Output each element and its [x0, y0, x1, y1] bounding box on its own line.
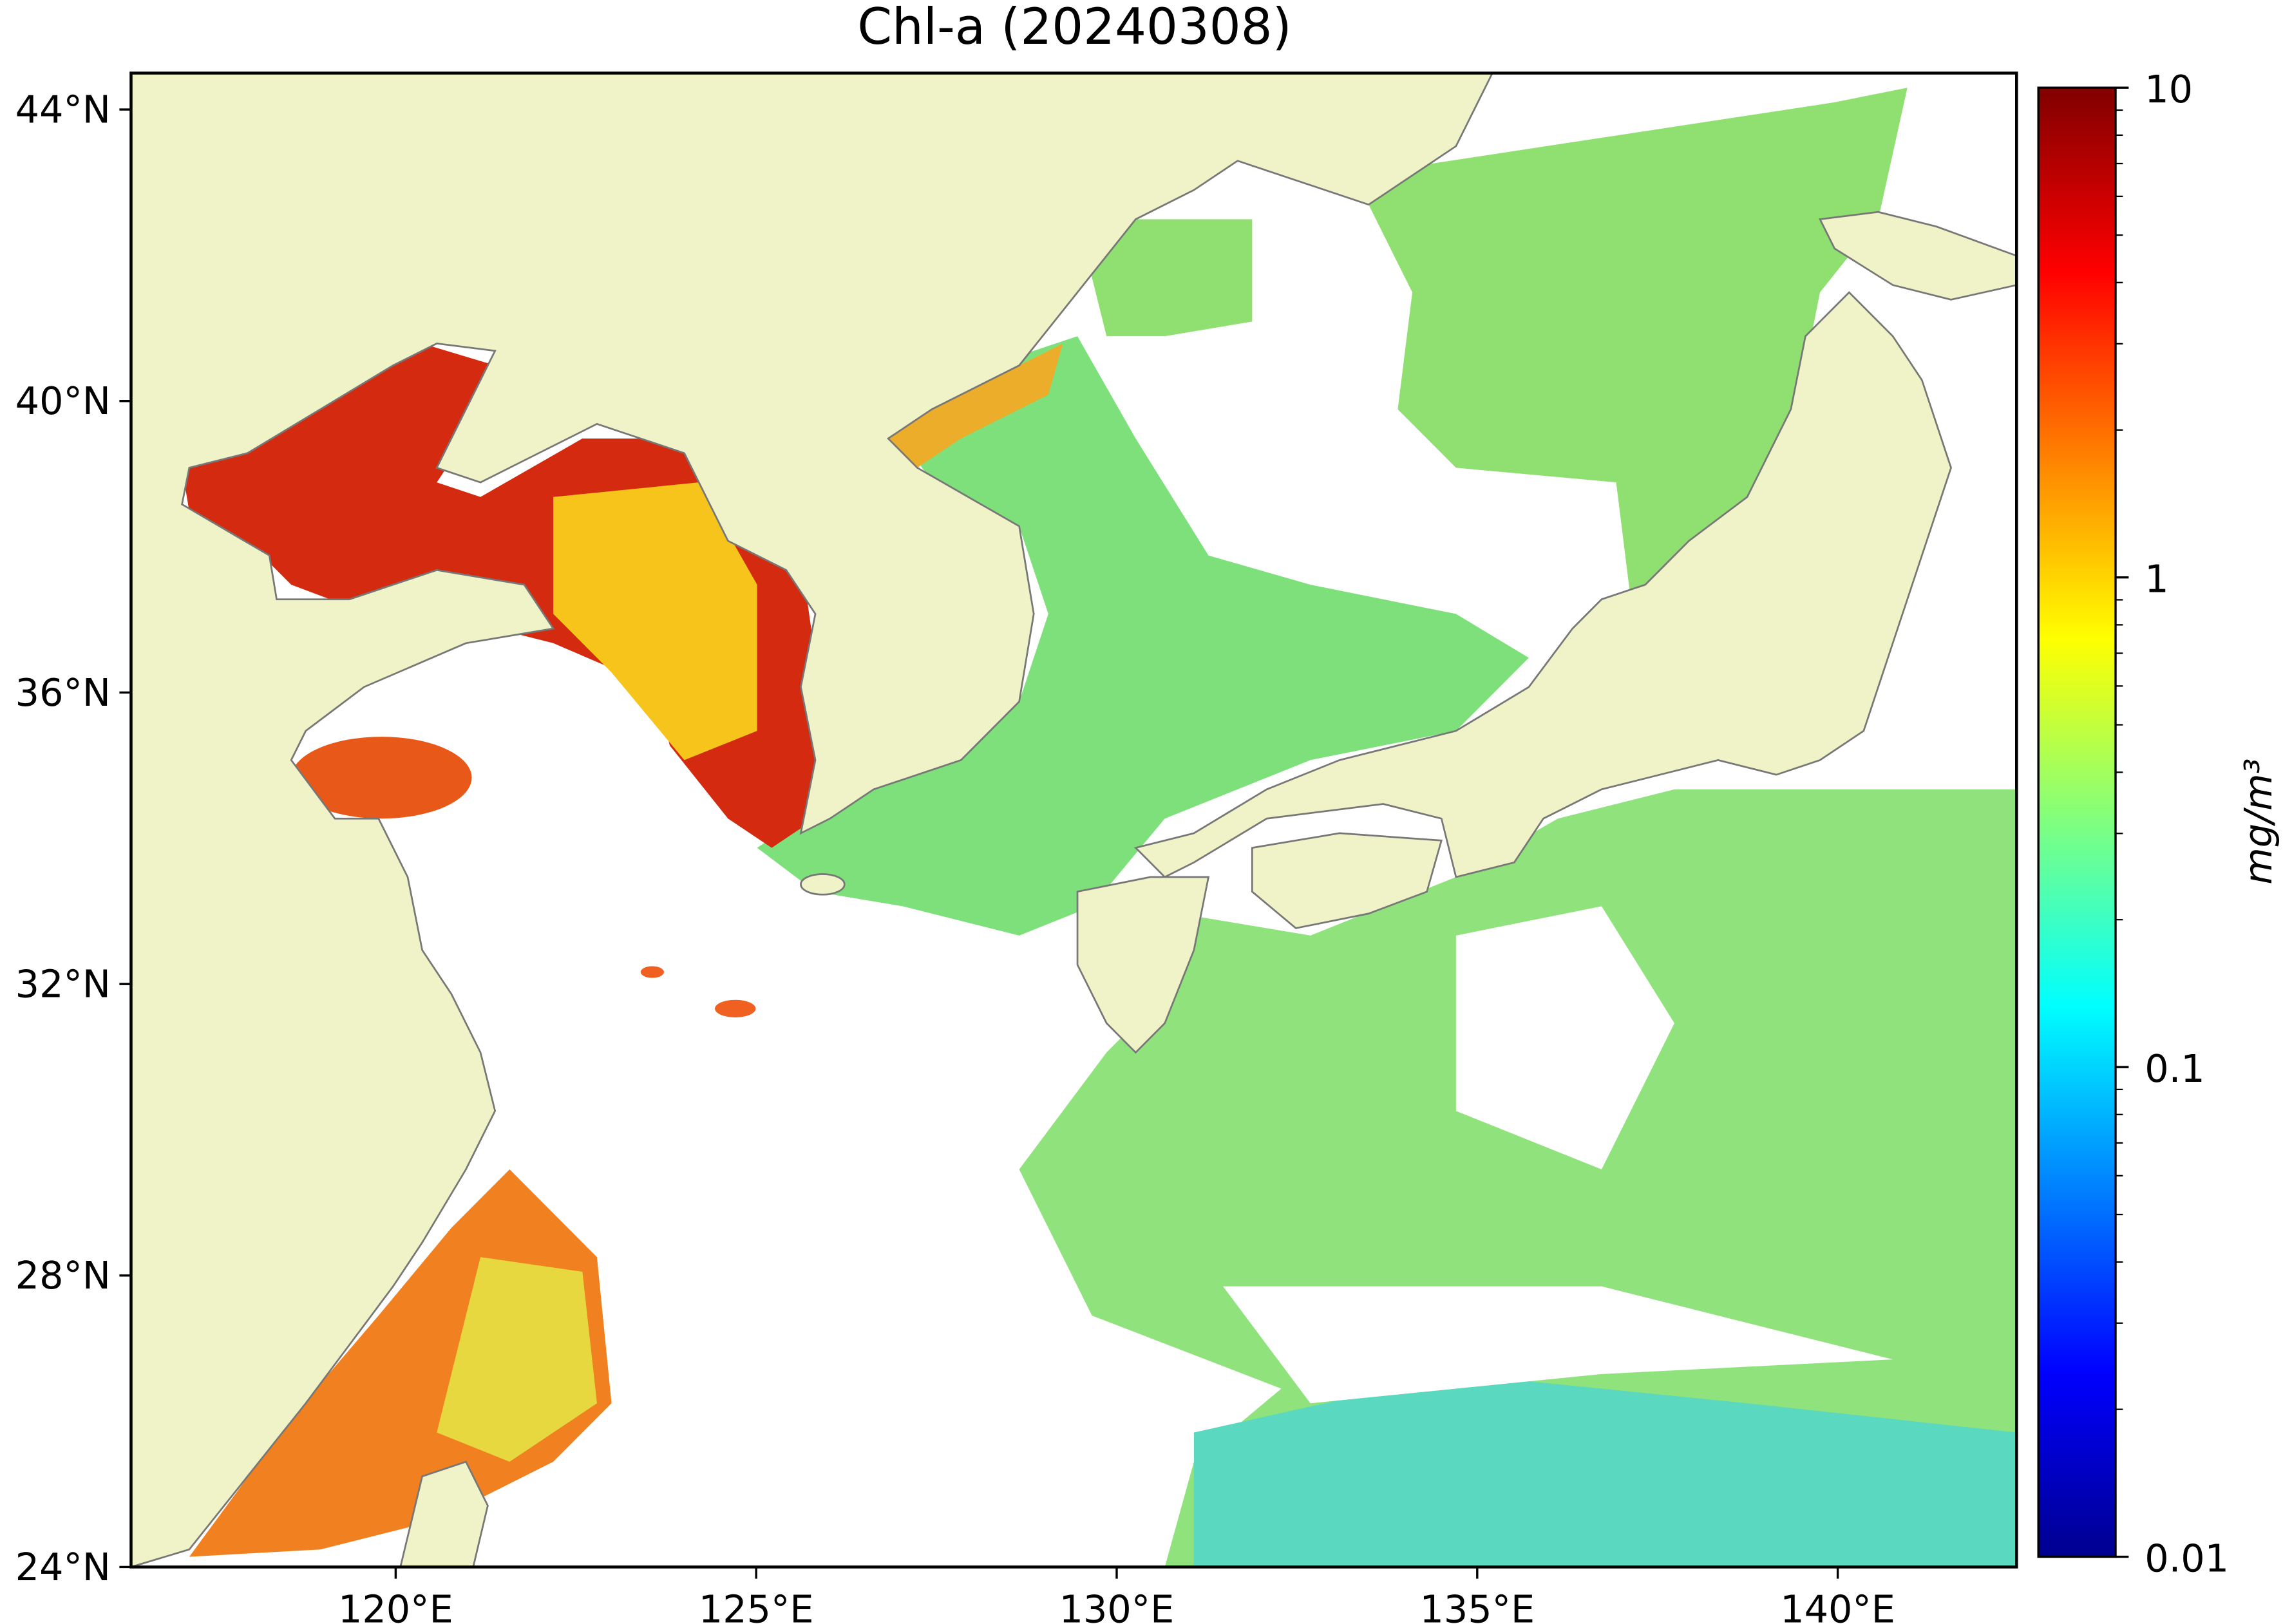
land-asia — [131, 73, 1493, 1567]
y-tick-label: 24°N — [15, 1545, 111, 1589]
y-tick-label: 28°N — [15, 1253, 111, 1298]
x-tick-label: 120°E — [338, 1587, 453, 1624]
y-tick-label: 32°N — [15, 961, 111, 1006]
chl-korea-coast — [888, 343, 1063, 468]
y-tick-label: 36°N — [15, 670, 111, 715]
chl-haizhou — [291, 737, 472, 819]
colorbar-tick-label: 1 — [2145, 556, 2168, 601]
y-tick-label: 44°N — [15, 87, 111, 131]
cloud — [1223, 1286, 1893, 1404]
land-taiwan — [399, 1460, 489, 1567]
x-tick-label: 125°E — [699, 1587, 814, 1624]
chl-spot — [640, 966, 664, 978]
colorbar-tick-label: 0.1 — [2145, 1046, 2204, 1091]
chl-yellow-sea — [553, 482, 757, 760]
axes: 120°E 125°E 130°E 135°E 140°E 24°N 28°N 32°N 36°… — [15, 67, 2229, 1624]
colorbar — [2037, 86, 2117, 1558]
y-tick-label: 40°N — [15, 379, 111, 423]
land-kyushu — [1076, 876, 1210, 1054]
map-title: Chl-a (20240308) — [857, 0, 1291, 56]
land-honshu — [1133, 291, 1952, 878]
colorbar-tick-label: 10 — [2145, 67, 2193, 111]
land-hokkaido — [1818, 211, 2017, 301]
chl-spot — [715, 999, 756, 1017]
map-frame — [129, 71, 2018, 1569]
chl-pacific — [1019, 789, 2017, 1567]
chl-sea-of-japan — [1077, 219, 1253, 337]
x-tick-label: 130°E — [1059, 1587, 1175, 1624]
map-area — [131, 73, 2017, 1567]
cloud — [1455, 906, 1674, 1170]
x-tick-label: 140°E — [1780, 1587, 1895, 1624]
x-tick-label: 135°E — [1419, 1587, 1535, 1624]
colorbar-label: mg/m³ — [2236, 759, 2280, 885]
land-jeju — [800, 873, 846, 896]
colorbar-tick-label: 0.01 — [2145, 1536, 2229, 1580]
chl-china-coast-inner — [437, 1257, 597, 1462]
chl-pacific-low — [1193, 1374, 2017, 1567]
land-shikoku — [1251, 832, 1443, 929]
